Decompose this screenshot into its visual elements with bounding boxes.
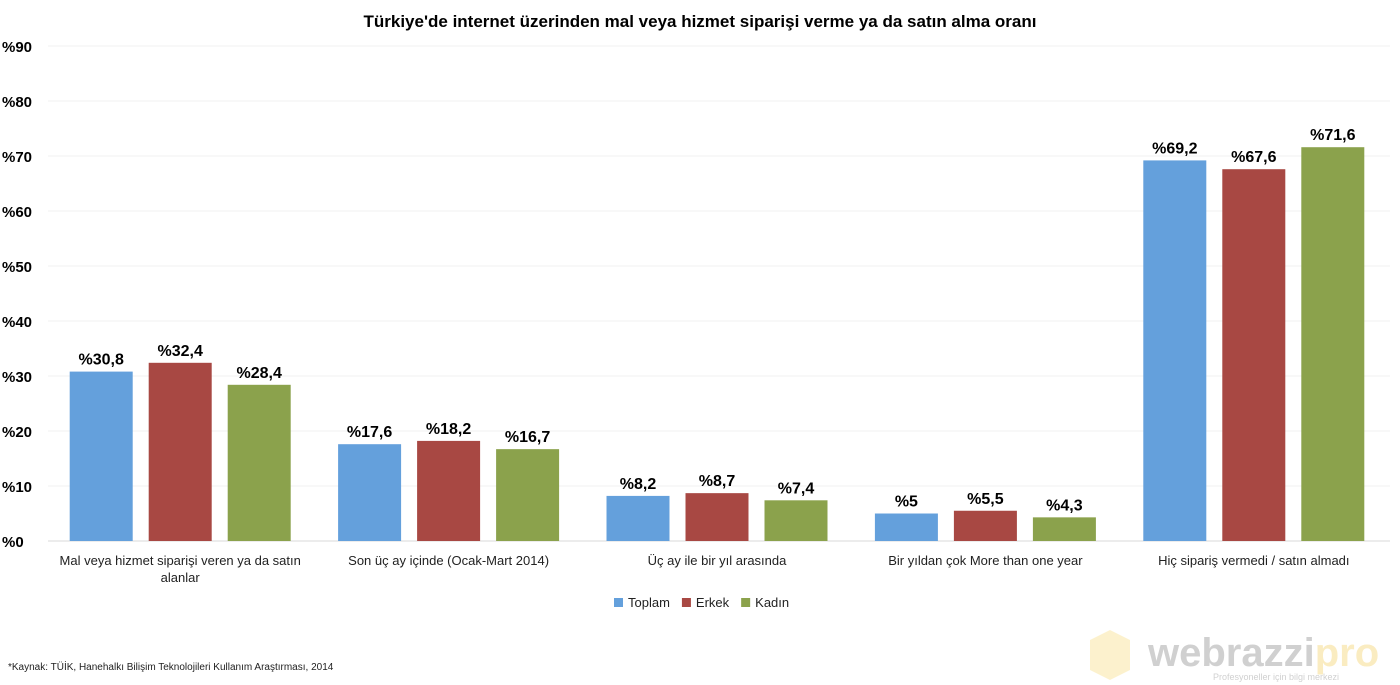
data-label: %5 — [895, 494, 918, 511]
legend-label: Kadın — [755, 595, 789, 610]
bar-kadın — [227, 384, 291, 541]
bar-erkek — [685, 493, 749, 541]
data-label: %16,7 — [505, 429, 550, 446]
y-tick-label: %90 — [2, 39, 32, 56]
bar-erkek — [417, 440, 481, 541]
bar-toplam — [606, 495, 670, 541]
category-label: Üç ay ile bir yıl arasında — [648, 553, 787, 568]
data-label: %8,2 — [620, 476, 657, 493]
watermark-logo: webrazzipro Profesyoneller için bilgi me… — [1090, 630, 1379, 682]
data-label: %69,2 — [1152, 140, 1197, 157]
data-label: %67,6 — [1231, 149, 1276, 166]
data-label: %71,6 — [1310, 127, 1355, 144]
legend-swatch — [741, 598, 751, 607]
legend-label: Toplam — [628, 595, 670, 610]
svg-text:Profesyoneller için bilgi merk: Profesyoneller için bilgi merkezi — [1213, 672, 1339, 682]
y-tick-label: %70 — [2, 149, 32, 166]
y-tick-label: %0 — [2, 534, 24, 551]
legend-swatch — [614, 598, 623, 607]
category-label: Hiç sipariş vermedi / satın almadı — [1158, 553, 1349, 568]
y-tick-label: %60 — [2, 204, 32, 221]
chart-title: Türkiye'de internet üzerinden mal veya h… — [364, 12, 1037, 31]
bar-kadın — [764, 500, 828, 541]
data-label: %32,4 — [158, 343, 203, 360]
y-tick-label: %10 — [2, 479, 32, 496]
data-label: %8,7 — [699, 473, 736, 490]
svg-text:webrazzipro: webrazzipro — [1147, 631, 1379, 675]
y-tick-label: %20 — [2, 424, 32, 441]
data-label: %18,2 — [426, 421, 471, 438]
bar-toplam — [1143, 160, 1207, 541]
data-label: %17,6 — [347, 424, 392, 441]
bar-toplam — [338, 444, 402, 541]
category-label: alanlar — [161, 570, 201, 585]
y-tick-label: %30 — [2, 369, 32, 386]
legend-swatch — [681, 598, 691, 607]
data-label: %28,4 — [237, 365, 282, 382]
bar-erkek — [953, 510, 1017, 541]
y-tick-label: %80 — [2, 94, 32, 111]
data-label: %4,3 — [1046, 497, 1083, 514]
y-tick-label: %50 — [2, 259, 32, 276]
legend-label: Erkek — [696, 595, 730, 610]
bar-toplam — [69, 371, 133, 541]
bar-erkek — [148, 362, 212, 541]
category-label: Bir yıldan çok More than one year — [888, 553, 1083, 568]
data-label: %7,4 — [778, 480, 815, 497]
category-label: Son üç ay içinde (Ocak-Mart 2014) — [348, 553, 549, 568]
source-note: *Kaynak: TÜİK, Hanehalkı Bilişim Teknolo… — [8, 662, 334, 673]
bar-kadın — [1032, 517, 1096, 541]
data-label: %5,5 — [967, 491, 1004, 508]
bar-kadın — [1301, 147, 1365, 541]
bar-erkek — [1222, 169, 1286, 541]
data-label: %30,8 — [79, 352, 124, 369]
y-tick-label: %40 — [2, 314, 32, 331]
bar-toplam — [874, 513, 938, 541]
bar-kadın — [496, 449, 560, 541]
category-label: Mal veya hizmet siparişi veren ya da sat… — [60, 553, 301, 568]
